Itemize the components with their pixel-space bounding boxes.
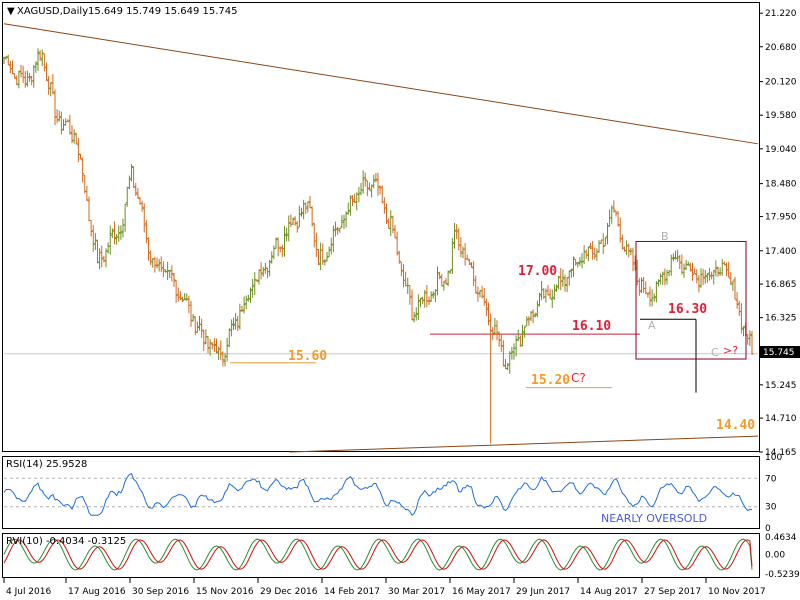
abc-pattern-box	[635, 240, 747, 360]
price-tick-label: 20.120	[765, 78, 797, 88]
rvi-main-line	[3, 538, 753, 571]
price-tick-label: 19.040	[765, 145, 797, 155]
rvi-signal-line	[3, 539, 753, 570]
date-tick-label: 16 May 2017	[452, 587, 511, 597]
date-tick-label: 29 Dec 2016	[260, 587, 318, 597]
last-price-tag	[760, 346, 800, 358]
date-tick-label: 15 Nov 2016	[196, 587, 254, 597]
upper-trendline	[3, 23, 759, 145]
rsi-plot: 100 70 30 0	[3, 453, 782, 534]
rvi-plot: 0.4634 0.00 -0.5239	[3, 533, 800, 580]
date-tick-label: 17 Aug 2016	[68, 587, 126, 597]
price-plot	[2, 23, 759, 453]
chart-ohlc: 15.649 15.749 15.649 15.745	[88, 6, 238, 17]
date-tick-label: 30 Sep 2016	[132, 587, 189, 597]
axes: 21.220 20.680 20.120 19.580 19.040 18.480 17.9…	[3, 9, 797, 597]
rvi-tick-label: 0.4634	[765, 533, 797, 543]
price-panel-frame	[2, 2, 760, 452]
label-nearly-oversold: NEARLY OVERSOLD	[601, 512, 707, 525]
date-tick-label: 27 Sep 2017	[644, 587, 701, 597]
rvi-title: RVI(10) -0.4034 -0.3125	[6, 536, 126, 547]
price-tick-label: 18.480	[765, 180, 797, 190]
date-tick-label: 14 Feb 2017	[324, 587, 380, 597]
rsi-panel-frame	[2, 456, 760, 529]
date-tick-label: 4 Jul 2016	[6, 587, 51, 597]
price-tick-label: 20.680	[765, 43, 797, 53]
label-a: A	[648, 319, 656, 332]
date-tick-label: 10 Nov 2017	[708, 587, 766, 597]
label-c: C	[711, 346, 719, 359]
chart-menu-icon[interactable]: ▼	[7, 6, 15, 17]
label-b: B	[661, 230, 669, 243]
rsi-line	[3, 473, 753, 516]
rvi-tick-label: -0.5239	[765, 570, 800, 580]
rsi-tick-label: 30	[765, 503, 777, 513]
price-tick-label: 14.165	[765, 448, 797, 458]
label-15-60: 15.60	[288, 349, 327, 364]
rvi-panel-frame	[2, 533, 760, 578]
last-price-value: 15.745	[763, 348, 795, 358]
rvi-tick-label: 0.00	[765, 551, 785, 561]
date-tick-label: 14 Aug 2017	[580, 587, 638, 597]
rsi-tick-label: 70	[765, 474, 777, 484]
label-16-10: 16.10	[572, 319, 611, 334]
price-tick-label: 16.865	[765, 280, 797, 290]
lower-trendline	[289, 435, 759, 453]
price-tick-label: 16.325	[765, 314, 797, 324]
rsi-tick-label: 100	[765, 453, 782, 463]
label-15-20: 15.20	[531, 373, 570, 388]
price-tick-label: 17.400	[765, 247, 797, 257]
price-tick-label: 17.950	[765, 213, 797, 223]
date-tick-label: 29 Jun 2017	[516, 587, 570, 597]
label-c-question: C?	[571, 371, 586, 385]
rsi-title: RSI(14) 25.9528	[6, 459, 87, 470]
rsi-tick-label: 0	[765, 524, 771, 534]
price-tick-label: 21.220	[765, 9, 797, 19]
price-tick-label: 14.710	[765, 414, 797, 424]
date-tick-label: 30 Mar 2017	[388, 587, 445, 597]
label-16-30: 16.30	[668, 302, 707, 317]
label-17-00: 17.00	[518, 264, 557, 279]
price-tick-label: 19.580	[765, 111, 797, 121]
chart-symbol: XAGUSD,Daily	[17, 6, 88, 17]
price-tick-label: 15.245	[765, 381, 797, 391]
label-c-target: >?	[723, 344, 738, 357]
label-14-40: 14.40	[716, 418, 755, 433]
